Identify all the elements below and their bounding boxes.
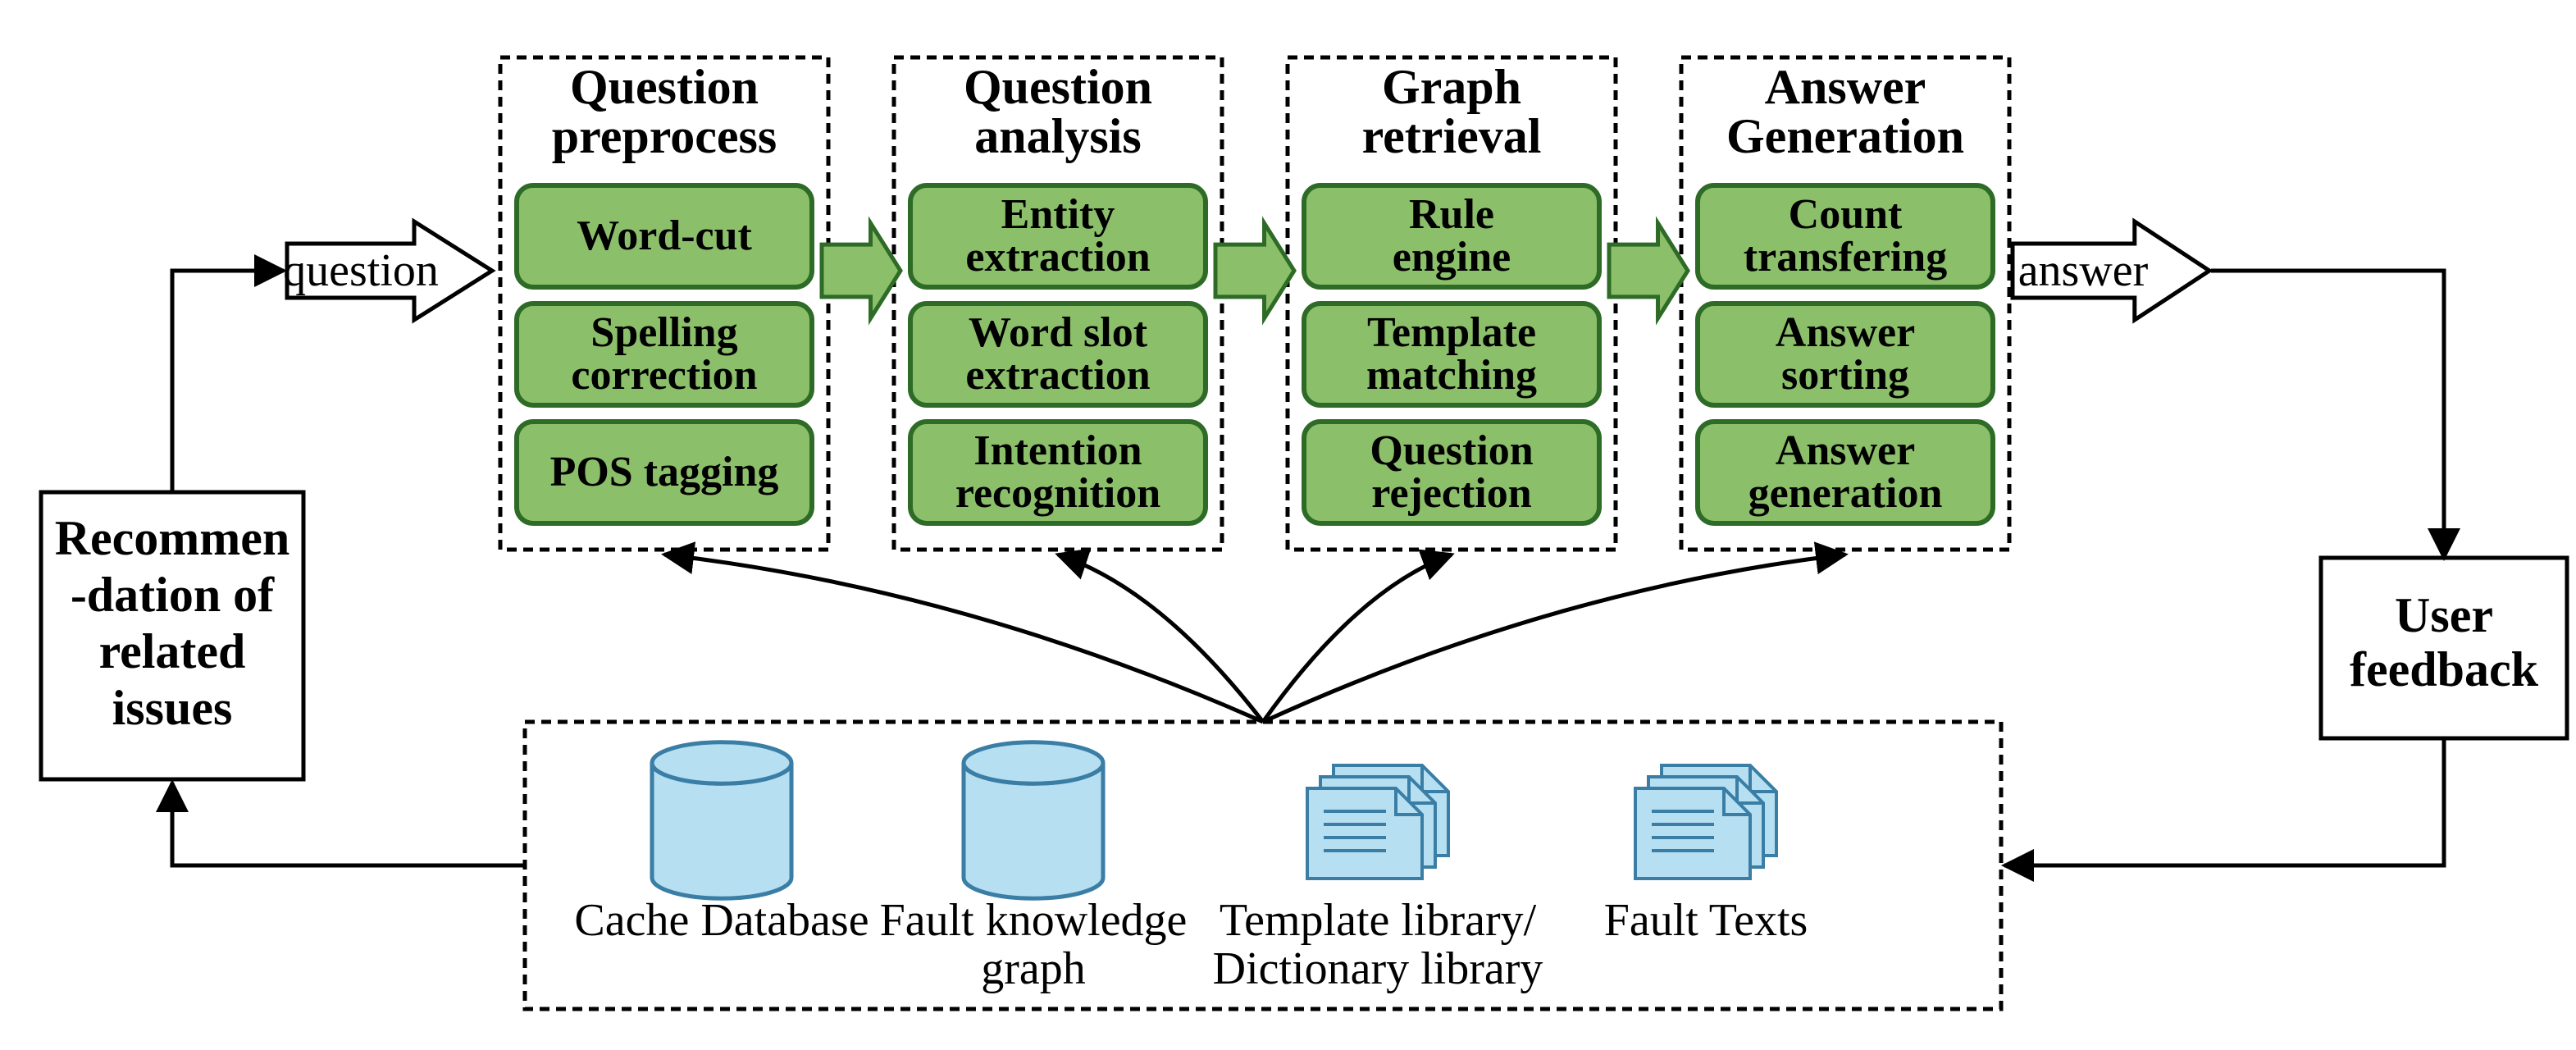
svg-text:answer: answer [2018,245,2149,296]
svg-text:Fault knowledgegraph: Fault knowledgegraph [880,895,1188,994]
svg-text:AnswerGeneration: AnswerGeneration [1726,60,1964,163]
svg-text:Spellingcorrection: Spellingcorrection [571,309,757,399]
svg-text:Questionanalysis: Questionanalysis [964,60,1152,163]
svg-text:Template library/Dictionary li: Template library/Dictionary library [1213,895,1543,994]
svg-text:Questionrejection: Questionrejection [1370,427,1533,517]
svg-text:Intentionrecognition: Intentionrecognition [955,427,1160,517]
stage-arrow-1 [1215,223,1294,318]
svg-text:question: question [283,245,439,296]
svg-text:Questionpreprocess: Questionpreprocess [552,60,777,163]
flowchart-diagram: Questionpreprocess Word-cut Spellingcorrec… [16,16,2576,1034]
svg-text:Graphretrieval: Graphretrieval [1362,60,1542,163]
stage-arrow-0 [822,223,900,318]
svg-text:Word-cut: Word-cut [577,212,752,259]
svg-text:Word slotextraction: Word slotextraction [965,309,1150,399]
svg-text:Fault Texts: Fault Texts [1604,895,1808,946]
stage-arrow-2 [1609,223,1688,318]
svg-text:Answergeneration: Answergeneration [1748,427,1943,517]
svg-text:Cache Database: Cache Database [574,895,869,946]
svg-text:Answersorting: Answersorting [1776,309,1915,399]
svg-text:Templatematching: Templatematching [1366,309,1537,399]
svg-text:Ruleengine: Ruleengine [1393,191,1511,281]
svg-text:POS tagging: POS tagging [550,449,779,495]
